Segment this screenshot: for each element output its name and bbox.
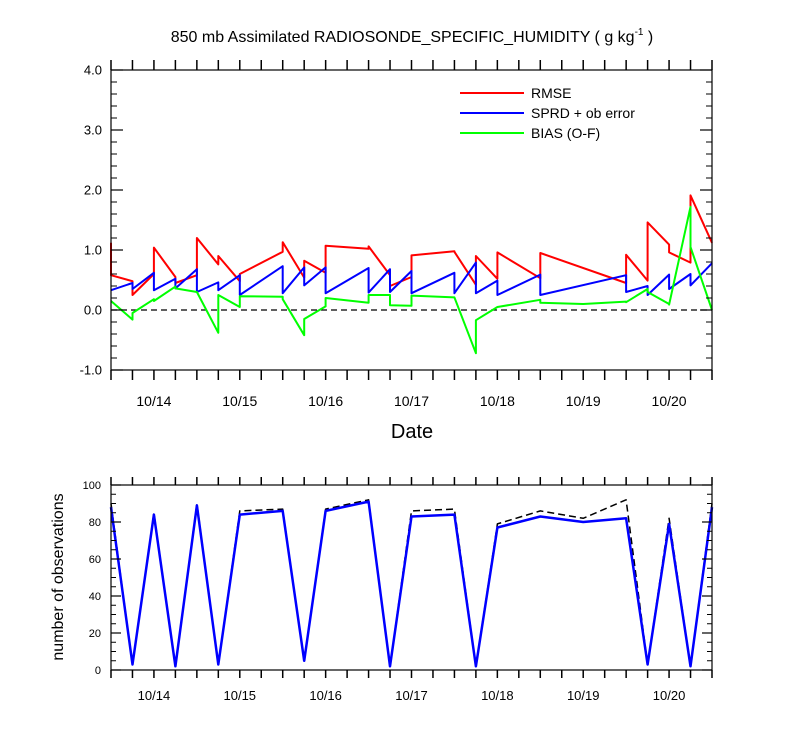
bottom-y-axis-label: number of observations — [50, 493, 67, 660]
legend: RMSE SPRD + ob error BIAS (O-F) — [460, 85, 635, 141]
y-tick-label: 0.0 — [84, 303, 102, 318]
x-tick-label: 10/20 — [653, 688, 686, 703]
x-axis-label: Date — [391, 421, 433, 443]
y-tick-label: 0 — [95, 665, 101, 677]
bottom-plot-frame — [110, 484, 713, 671]
x-tick-label: 10/15 — [222, 393, 257, 409]
x-tick-label: 10/17 — [394, 393, 429, 409]
y-tick-label: 40 — [89, 591, 101, 603]
y-tick-label: 3.0 — [84, 123, 102, 138]
bottom-plot-panel: 0 20 40 60 80 100 10/14 10/15 10/16 10/17 10/18 10/… — [50, 477, 714, 703]
y-tick-label: 4.0 — [84, 63, 102, 78]
x-tick-label: 10/14 — [136, 393, 171, 409]
title-close: ) — [643, 29, 653, 46]
obs-line-assimilated — [109, 500, 714, 668]
y-tick-label: -1.0 — [80, 363, 102, 378]
x-tick-label: 10/20 — [652, 393, 687, 409]
y-tick-label: 1.0 — [84, 243, 102, 258]
x-tick-label: 10/16 — [309, 688, 342, 703]
top-plot-panel: -1.0 0.0 1.0 2.0 3.0 4.0 10/14 10/15 10/16 10/17 1… — [80, 60, 713, 443]
x-tick-label: 10/19 — [567, 688, 600, 703]
y-tick-label: 2.0 — [84, 183, 102, 198]
x-tick-label: 10/18 — [481, 688, 514, 703]
y-tick-label: 100 — [83, 480, 101, 492]
series-line-sprd-ob-error — [110, 261, 713, 296]
x-tick-label: 10/16 — [308, 393, 343, 409]
legend-label: RMSE — [531, 85, 571, 101]
legend-label: SPRD + ob error — [531, 105, 635, 121]
x-tick-label: 10/14 — [138, 688, 171, 703]
y-tick-label: 20 — [89, 628, 101, 640]
title-exponent: -1 — [635, 27, 644, 38]
x-tick-label: 10/15 — [224, 688, 257, 703]
series-line-bias-o-f — [110, 205, 713, 355]
y-tick-label: 80 — [89, 517, 101, 529]
x-tick-label: 10/18 — [480, 393, 515, 409]
legend-label: BIAS (O-F) — [531, 125, 600, 141]
x-tick-label: 10/17 — [395, 688, 428, 703]
chart-title: 850 mb Assimilated RADIOSONDE_SPECIFIC_H… — [171, 27, 654, 46]
y-tick-label: 60 — [89, 554, 101, 566]
x-tick-label: 10/19 — [566, 393, 601, 409]
